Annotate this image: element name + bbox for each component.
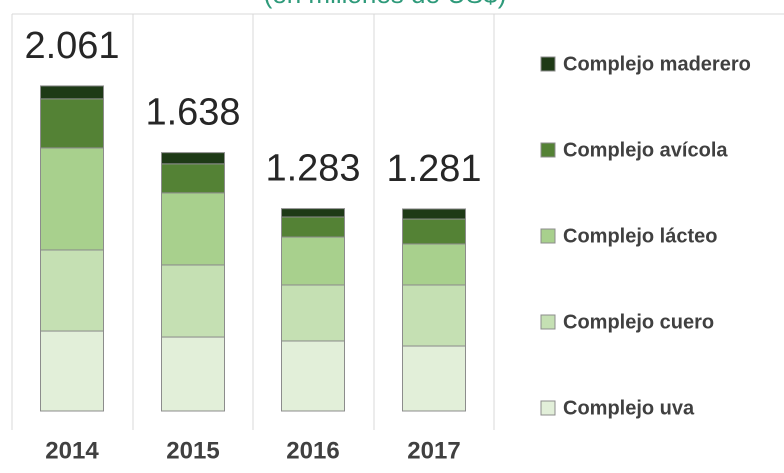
bar-segment [161, 192, 225, 266]
bar-segment [281, 236, 345, 286]
bar-segment [161, 152, 225, 165]
total-label: 1.638 [145, 92, 240, 134]
legend-label: Complejo maderero [563, 53, 751, 75]
bar-segment [281, 340, 345, 412]
bar-segment [161, 163, 225, 194]
legend-swatch [540, 228, 556, 244]
legend-label: Complejo avícola [563, 139, 728, 161]
legend-label: Complejo cuero [563, 311, 714, 333]
x-tick-label: 2016 [286, 437, 339, 464]
bar-segment [161, 264, 225, 338]
bar-segment [40, 147, 104, 251]
bar-segment [40, 249, 104, 332]
legend-label: Complejo uva [563, 397, 695, 419]
total-label: 1.283 [265, 148, 360, 190]
bar-segment [402, 284, 466, 347]
bar-segment [281, 216, 345, 238]
bar-segment [402, 218, 466, 245]
x-tick-label: 2017 [407, 437, 460, 464]
total-label: 2.061 [24, 25, 119, 67]
bar-segment [402, 208, 466, 220]
legend-swatch [540, 142, 556, 158]
bar-segment [40, 98, 104, 149]
bar-segment [281, 284, 345, 342]
legend-swatch [540, 400, 556, 416]
bar-segment [40, 330, 104, 412]
bar-segment [281, 208, 345, 218]
bar-segment [402, 243, 466, 286]
legend-swatch [540, 56, 556, 72]
chart-subtitle: (en millones de US$) [264, 0, 507, 9]
legend-swatch [540, 314, 556, 330]
total-label: 1.281 [386, 148, 481, 190]
bar-segment [40, 85, 104, 100]
bar-segment [402, 345, 466, 412]
x-tick-label: 2014 [45, 437, 99, 464]
x-tick-label: 2015 [166, 437, 219, 464]
bar-segment [161, 336, 225, 412]
legend-label: Complejo lácteo [563, 225, 717, 247]
